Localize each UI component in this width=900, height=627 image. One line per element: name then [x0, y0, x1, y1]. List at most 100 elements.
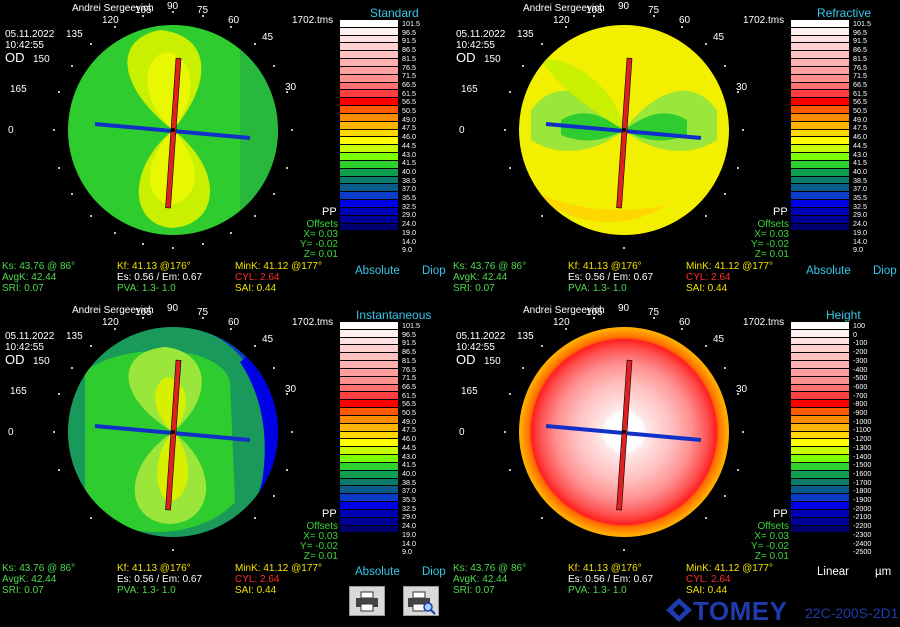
angle-150: 150: [33, 54, 50, 65]
scale-label: 81.5: [402, 355, 416, 365]
scale-label: -400: [853, 364, 868, 374]
scale-swatch: [340, 20, 398, 28]
scale-swatch: [340, 176, 398, 185]
tomey-logo-mark: [666, 598, 692, 622]
scale-labels: 101.5 96.5 91.5 86.5 81.5 76.5 71.5 66.5 61.5 56.…: [853, 20, 883, 255]
stat-cyl: CYL: 2.64: [235, 272, 280, 283]
stat-avgk: AvgK: 42.44: [453, 574, 508, 585]
scale-swatch: [340, 462, 398, 471]
angle-105: 105: [586, 5, 603, 16]
stat-mink: MinK: 41.12 @177°: [686, 563, 773, 574]
stat-ks: Ks: 43.76 @ 86°: [453, 563, 527, 574]
scale-swatch: [340, 98, 398, 107]
patient-name: Andrei Sergeevich: [72, 3, 154, 14]
stat-pva: PVA: 1.3- 1.0: [568, 283, 627, 294]
scale-swatch: [340, 192, 398, 201]
stat-es-em: Es: 0.56 / Em: 0.67: [117, 272, 203, 283]
stat-pva: PVA: 1.3- 1.0: [117, 585, 176, 596]
unit-diop[interactable]: Diop: [422, 265, 446, 277]
scale-label: 29.0: [402, 512, 416, 522]
unit-diop[interactable]: Diop: [873, 265, 897, 277]
refractive-map-canvas[interactable]: [451, 0, 899, 300]
scale-label: -1200: [853, 434, 872, 444]
scale-label: 47.5: [402, 425, 416, 435]
scale-swatch: [340, 478, 398, 487]
print-preview-button[interactable]: [403, 586, 439, 616]
stat-pva: PVA: 1.3- 1.0: [117, 283, 176, 294]
scale-label: 49.0: [853, 114, 867, 124]
scale-label: 56.5: [402, 97, 416, 107]
scale-swatch: [791, 74, 849, 83]
map-panel-height[interactable]: Andrei Sergeevich 05.11.2022 10:42:55 OD…: [451, 302, 899, 602]
unit-micrometer[interactable]: µm: [875, 566, 892, 578]
scale-swatch: [340, 113, 398, 122]
scale-swatch: [340, 82, 398, 91]
scale-swatch: [791, 59, 849, 67]
angle-45: 45: [262, 334, 274, 345]
scale-swatch: [340, 376, 398, 385]
scale-label: 49.0: [402, 416, 416, 426]
scale-swatch: [791, 121, 849, 130]
scale-label: -2400: [853, 538, 872, 548]
unit-diop[interactable]: Diop: [422, 566, 446, 578]
unit-mode-absolute[interactable]: Absolute: [806, 265, 851, 277]
scale-label: 38.5: [853, 175, 867, 185]
scale-label: 86.5: [853, 45, 867, 55]
scale-swatch: [340, 137, 398, 146]
stat-cyl: CYL: 2.64: [686, 574, 731, 585]
scale-swatch: [791, 486, 849, 495]
unit-mode-linear[interactable]: Linear: [817, 566, 849, 578]
scale-labels: 101.5 96.5 91.5 86.5 81.5 76.5 71.5 66.5 61.5 56.…: [402, 20, 432, 255]
pp-label: PP: [773, 206, 788, 218]
instantaneous-map-canvas[interactable]: [0, 302, 448, 602]
scale-label: 66.5: [853, 79, 867, 89]
stat-cyl: CYL: 2.64: [686, 272, 731, 283]
map-panel-instantaneous[interactable]: Andrei Sergeevich 05.11.2022 10:42:55 OD…: [0, 302, 448, 602]
scale-swatch: [791, 462, 849, 471]
file-name: 1702.tms: [292, 317, 334, 328]
height-map-canvas[interactable]: [451, 302, 899, 602]
angle-45: 45: [713, 334, 725, 345]
stat-kf: Kf: 41.13 @176°: [117, 563, 191, 574]
map-panel-standard[interactable]: Andrei Sergeevich 05.11.2022 10:42:55 OD…: [0, 0, 448, 300]
map-title: Instantaneous: [356, 308, 432, 322]
exam-time: 10:42:55: [5, 342, 44, 353]
scale-swatch: [791, 322, 849, 330]
scale-swatch: [340, 384, 398, 393]
angle-30: 30: [736, 384, 748, 395]
angle-45: 45: [713, 32, 725, 43]
scale-label: 91.5: [853, 36, 867, 46]
standard-map-canvas[interactable]: [0, 0, 448, 300]
scale-swatch: [340, 51, 398, 60]
scale-swatch: [340, 400, 398, 409]
scale-label: 56.5: [402, 399, 416, 409]
scale-swatch: [791, 176, 849, 185]
map-panel-refractive[interactable]: Andrei Sergeevich 05.11.2022 10:42:55 OD…: [451, 0, 899, 300]
offsets-block: Offsets X= 0.03 Y= -0.02 Z= 0.01: [750, 219, 789, 260]
scale-label: 66.5: [402, 79, 416, 89]
map-title: Height: [826, 308, 861, 322]
color-scale: [791, 322, 849, 557]
device-model: 22C-200S-2D1: [805, 605, 899, 621]
scale-label: 40.0: [402, 468, 416, 478]
angle-135: 135: [517, 29, 534, 40]
scale-label: -2100: [853, 512, 872, 522]
unit-mode-absolute[interactable]: Absolute: [355, 265, 400, 277]
angle-75: 75: [648, 5, 660, 16]
printer-icon: [356, 591, 378, 612]
file-name: 1702.tms: [743, 15, 785, 26]
angle-120: 120: [102, 317, 119, 328]
eye-label: OD: [5, 50, 25, 65]
eye-label: OD: [5, 352, 25, 367]
scale-label: -1300: [853, 442, 872, 452]
scale-swatch: [791, 215, 849, 224]
scale-label: 40.0: [402, 166, 416, 176]
print-button[interactable]: [349, 586, 385, 616]
scale-swatch: [791, 502, 849, 510]
unit-mode-absolute[interactable]: Absolute: [355, 566, 400, 578]
scale-swatch: [340, 502, 398, 510]
angle-165: 165: [10, 84, 27, 95]
scale-label: -2500: [853, 547, 872, 557]
scale-label: 41.5: [402, 460, 416, 470]
scale-labels: 100 0 -100 -200 -300 -400 -500 -600 -700 -800 -900…: [853, 322, 883, 557]
